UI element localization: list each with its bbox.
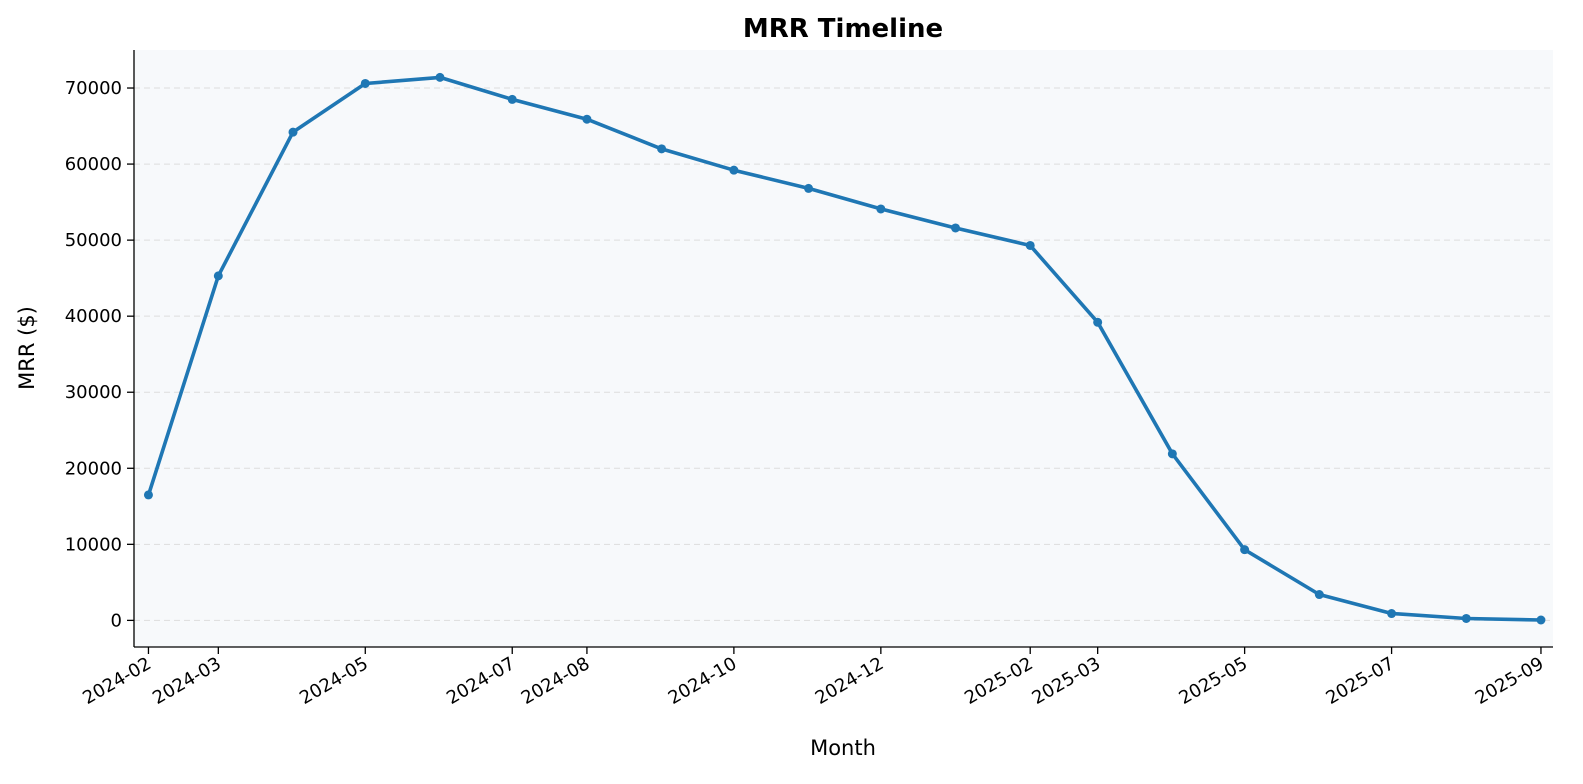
data-point bbox=[729, 165, 739, 175]
plot-area bbox=[134, 50, 1553, 647]
data-point bbox=[1240, 545, 1250, 555]
y-tick-label: 40000 bbox=[65, 306, 122, 327]
y-axis-label: MRR ($) bbox=[15, 306, 39, 390]
data-point bbox=[804, 183, 814, 193]
y-gridlines bbox=[134, 87, 1553, 621]
data-point bbox=[1536, 615, 1546, 625]
data-point bbox=[876, 204, 886, 214]
data-point bbox=[1314, 590, 1324, 600]
y-ticks: 0 10000 20000 30000 40000 50000 60000 70000 bbox=[65, 78, 134, 631]
y-tick-label: 10000 bbox=[65, 534, 122, 555]
data-point bbox=[1461, 613, 1471, 623]
data-point bbox=[213, 271, 223, 281]
chart-title: MRR Timeline bbox=[743, 14, 943, 44]
data-point bbox=[507, 94, 517, 104]
data-point bbox=[951, 223, 961, 233]
y-tick-label: 0 bbox=[111, 610, 122, 631]
data-point bbox=[1387, 609, 1397, 619]
y-tick-label: 50000 bbox=[65, 230, 122, 251]
axes bbox=[133, 50, 1553, 648]
data-point bbox=[1025, 240, 1035, 250]
data-point bbox=[1093, 317, 1103, 327]
data-point bbox=[435, 72, 445, 82]
mrr-series-line bbox=[146, 75, 1543, 622]
mrr-series-points bbox=[143, 72, 1546, 625]
x-axis-label: Month bbox=[810, 736, 876, 760]
data-point bbox=[582, 114, 592, 124]
data-point bbox=[143, 490, 153, 500]
y-tick-label: 60000 bbox=[65, 154, 122, 175]
data-point bbox=[657, 144, 667, 154]
data-point bbox=[360, 78, 370, 88]
y-tick-label: 70000 bbox=[65, 78, 122, 99]
data-point bbox=[1167, 449, 1177, 459]
y-tick-label: 20000 bbox=[65, 458, 122, 479]
y-tick-label: 30000 bbox=[65, 382, 122, 403]
data-point bbox=[288, 127, 298, 137]
